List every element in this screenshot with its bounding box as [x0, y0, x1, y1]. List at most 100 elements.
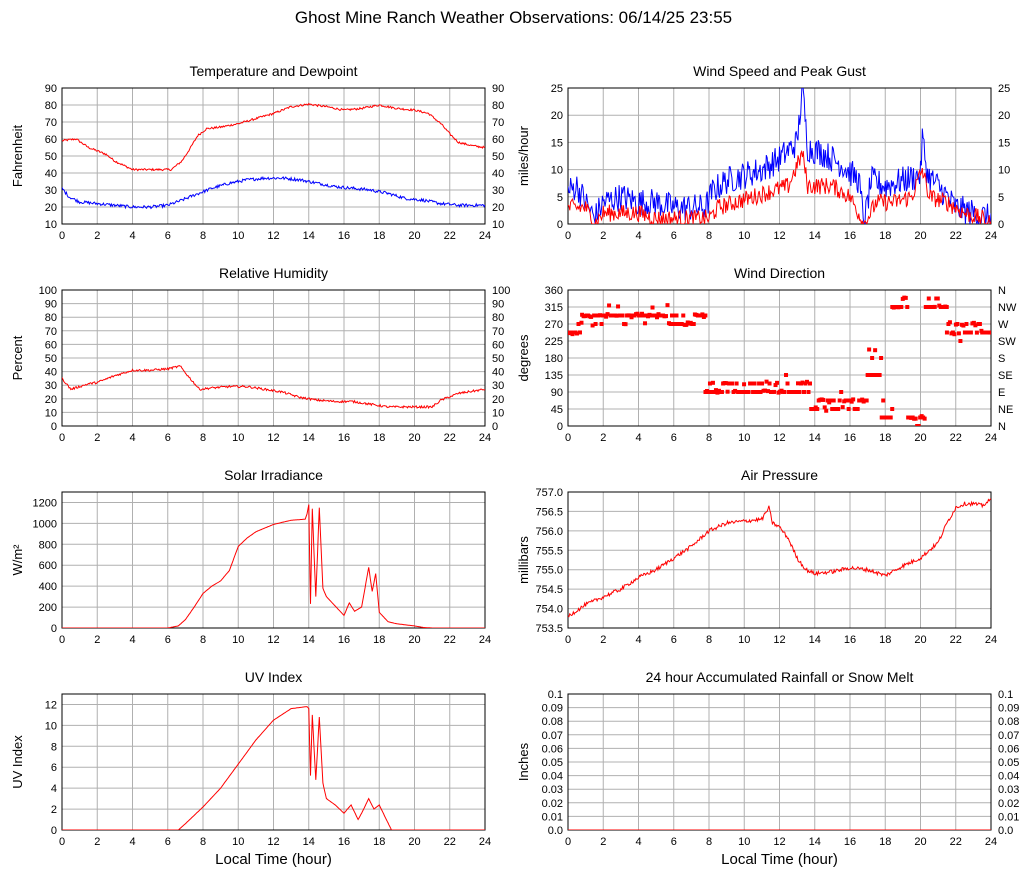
y-tick-label: 10	[45, 407, 57, 419]
direction-point	[763, 388, 768, 393]
y-tick-label: 755.5	[535, 545, 563, 557]
direction-point	[742, 382, 747, 387]
y-tick-label-right: 50	[492, 151, 504, 163]
x-tick-label: 0	[59, 432, 65, 444]
y-axis-label: Fahrenheit	[10, 125, 25, 188]
direction-point	[870, 356, 875, 360]
x-tick-label: 2	[94, 230, 100, 242]
direction-point	[801, 390, 806, 394]
y-tick-label-right: 0.05	[998, 757, 1019, 769]
direction-point	[977, 322, 982, 326]
plot-frame	[567, 289, 992, 427]
direction-point	[755, 390, 760, 394]
x-tick-label: 8	[706, 836, 712, 848]
y-tick-label-right: 10	[492, 407, 504, 419]
y-tick-label: 25	[551, 83, 563, 95]
direction-point	[684, 322, 689, 327]
y-tick-label: 10	[45, 720, 57, 732]
x-tick-label: 16	[338, 836, 350, 848]
y-tick-label: 1000	[33, 518, 57, 530]
direction-point	[709, 390, 714, 394]
y-tick-label: 0	[557, 421, 563, 433]
y-tick-label: 50	[45, 353, 57, 365]
direction-point	[576, 322, 581, 326]
direction-point	[987, 330, 991, 335]
direction-point	[668, 322, 673, 326]
page-title: Ghost Mine Ranch Weather Observations: 0…	[294, 8, 733, 27]
direction-point	[888, 415, 893, 420]
direction-point	[913, 416, 918, 421]
y-tick-label: 600	[39, 560, 57, 572]
y-tick-label: 0	[557, 219, 563, 231]
x-tick-label: 4	[129, 836, 135, 848]
y-tick-label: 0.02	[542, 798, 563, 810]
direction-point	[730, 381, 735, 386]
y-axis-label: UV Index	[10, 735, 25, 789]
y-tick-label-right: 0.04	[998, 771, 1019, 783]
direction-point	[733, 388, 738, 393]
direction-point	[719, 390, 724, 394]
direction-point	[890, 407, 895, 411]
x-tick-label: 2	[600, 634, 606, 646]
direction-point	[868, 373, 873, 377]
direction-point	[593, 322, 598, 326]
y-tick-label: 800	[39, 539, 57, 551]
y-tick-label: 315	[545, 302, 563, 314]
x-tick-label: 22	[950, 836, 962, 848]
y-tick-label: 50	[45, 151, 57, 163]
direction-point	[766, 389, 771, 394]
y-tick-label-right: N	[998, 285, 1006, 297]
x-tick-label: 24	[985, 836, 997, 848]
direction-point	[607, 303, 612, 308]
y-tick-label-right: 80	[492, 100, 504, 112]
direction-point	[671, 322, 676, 326]
y-tick-label: 5	[557, 192, 563, 204]
direction-point	[734, 381, 739, 386]
direction-point	[926, 296, 931, 301]
plot-area	[62, 504, 485, 628]
x-axis-label: Local Time (hour)	[721, 851, 838, 868]
x-tick-label: 20	[408, 230, 420, 242]
y-tick-label: 0.09	[542, 703, 563, 715]
x-tick-label: 16	[338, 432, 350, 444]
y-tick-label: 45	[551, 404, 563, 416]
x-tick-label: 14	[809, 432, 821, 444]
y-tick-label: 30	[45, 380, 57, 392]
direction-point	[851, 397, 856, 402]
chart-title: Air Pressure	[741, 467, 818, 483]
x-tick-label: 22	[950, 432, 962, 444]
x-tick-label: 12	[773, 230, 785, 242]
y-tick-label-right: 80	[492, 312, 504, 324]
direction-point	[821, 397, 826, 402]
y-tick-label: 20	[45, 202, 57, 214]
x-tick-label: 16	[338, 230, 350, 242]
y-tick-label: 0.03	[542, 784, 563, 796]
direction-point	[746, 390, 751, 394]
direction-point	[674, 313, 679, 318]
direction-point	[947, 320, 952, 325]
y-tick-label: 1200	[33, 497, 57, 509]
y-tick-label-right: NE	[998, 404, 1013, 416]
y-tick-label: 8	[51, 741, 57, 753]
y-tick-label: 80	[45, 100, 57, 112]
direction-point	[822, 405, 827, 410]
y-tick-label: 757.0	[535, 487, 563, 499]
direction-point	[916, 424, 921, 426]
direction-point	[752, 381, 757, 386]
series-line-0	[62, 504, 485, 628]
direction-point	[724, 381, 729, 386]
y-tick-label-right: 20	[492, 394, 504, 406]
y-tick-label-right: SW	[998, 336, 1016, 348]
x-tick-label: 6	[165, 432, 171, 444]
y-tick-label-right: 0.02	[998, 798, 1019, 810]
x-tick-label: 18	[879, 836, 891, 848]
direction-point	[773, 383, 778, 388]
direction-point	[974, 330, 979, 335]
direction-point	[932, 304, 937, 309]
y-tick-label: 90	[45, 299, 57, 311]
y-tick-label-right: 90	[492, 83, 504, 95]
x-tick-label: 8	[706, 634, 712, 646]
direction-point	[740, 390, 745, 394]
